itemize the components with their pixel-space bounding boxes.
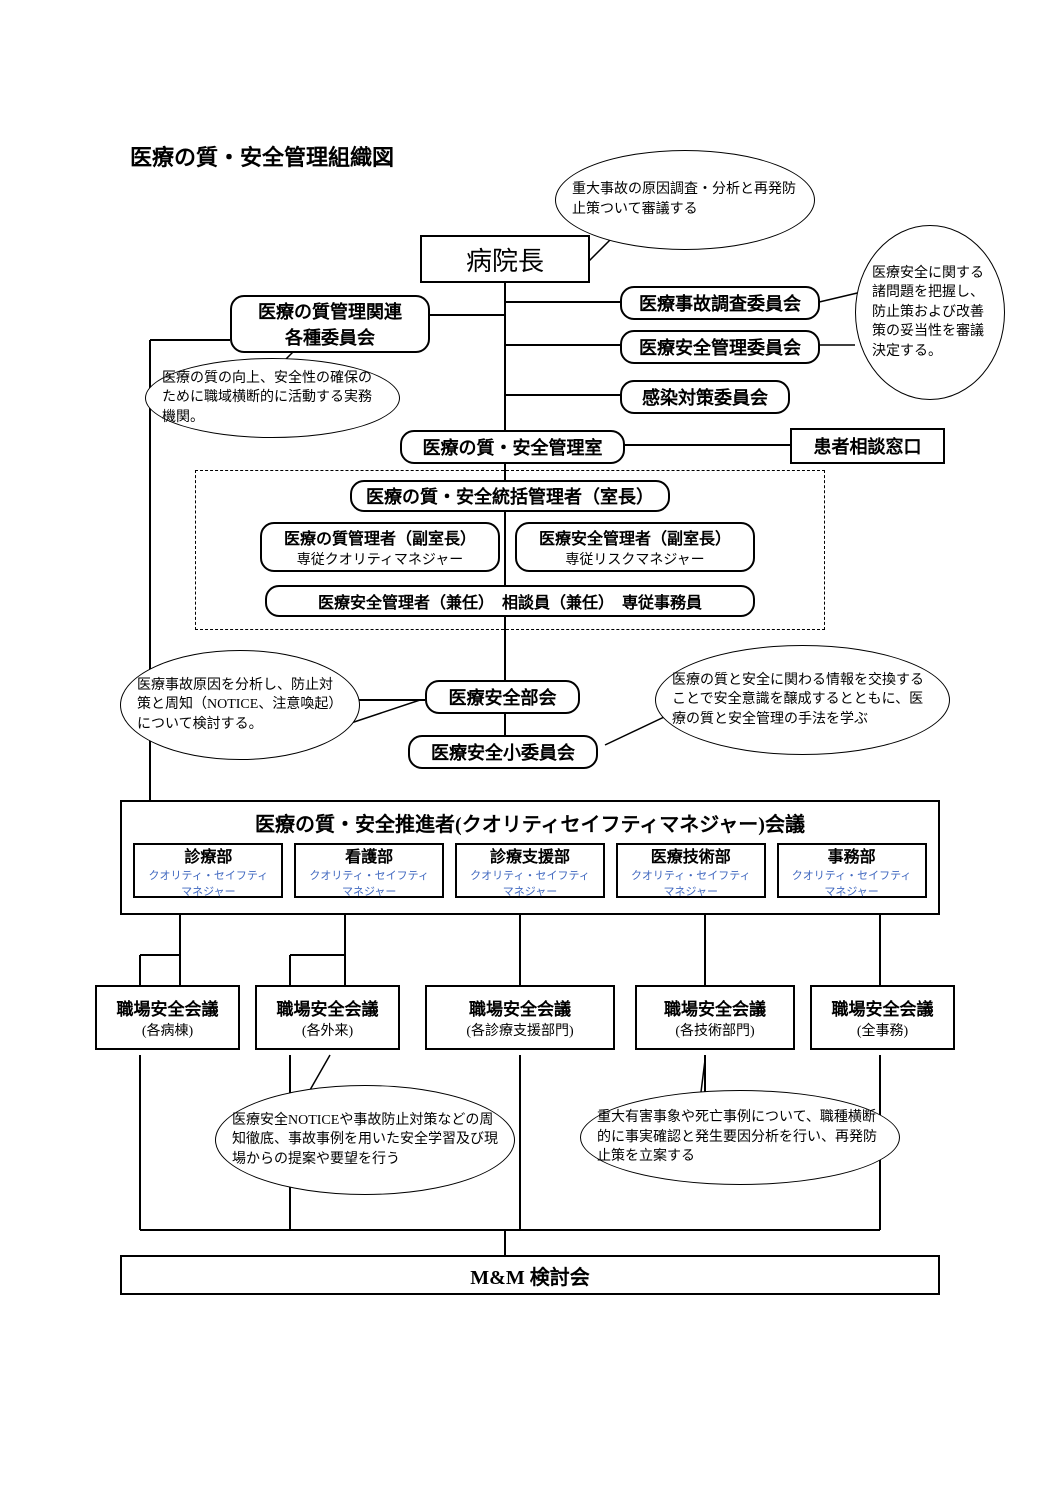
callout-text: 医療事故原因を分析し、防止対策と周知（NOTICE、注意喚起）について検討する。 (137, 676, 343, 735)
label: 医療の質・安全統括管理者（室長） (366, 483, 654, 509)
line2: 専従クオリティマネジャー (297, 549, 463, 569)
name: 医療技術部 (651, 843, 731, 867)
page-title: 医療の質・安全管理組織図 (130, 140, 394, 172)
dept-medical: 診療部 クオリティ・セイフティマネジャー (133, 843, 283, 898)
sub: クオリティ・セイフティマネジャー (467, 867, 593, 899)
sub: クオリティ・セイフティマネジャー (306, 867, 432, 899)
sub: (全事務) (857, 1020, 908, 1040)
node-mm-review: M&M 検討会 (120, 1255, 940, 1295)
line1: 医療安全管理者（副室長） (539, 525, 731, 549)
dept-admin: 事務部 クオリティ・セイフティマネジャー (777, 843, 927, 898)
callout-practical-org: 医療の質の向上、安全性の確保のために職域横断的に活動する実務機関。 (145, 358, 400, 438)
workplace-support: 職場安全会議 (各診療支援部門) (425, 985, 615, 1050)
node-general-manager: 医療の質・安全統括管理者（室長） (350, 480, 670, 512)
dept-support: 診療支援部 クオリティ・セイフティマネジャー (455, 843, 605, 898)
node-concurrent-staff: 医療安全管理者（兼任） 相談員（兼任） 専従事務員 (265, 585, 755, 617)
name: 職場安全会議 (277, 995, 379, 1020)
node-quality-committees: 医療の質管理関連 各種委員会 (230, 295, 430, 353)
label: 患者相談窓口 (814, 433, 922, 459)
callout-notice-learning: 医療安全NOTICEや事故防止対策などの周知徹底、事故事例を用いた安全学習及び現… (215, 1085, 515, 1195)
line2: 専従リスクマネジャー (565, 549, 704, 569)
name: 職場安全会議 (469, 995, 571, 1020)
name: 職場安全会議 (117, 995, 219, 1020)
label: 医療安全小委員会 (431, 739, 575, 765)
node-safety-manager: 医療安全管理者（副室長） 専従リスクマネジャー (515, 522, 755, 572)
node-patient-window: 患者相談窓口 (790, 428, 945, 464)
sub: (各病棟) (142, 1020, 193, 1040)
sub: (各外来) (302, 1020, 353, 1040)
label: 医療事故調査委員会 (639, 290, 801, 316)
name: 診療支援部 (490, 843, 570, 867)
callout-text: 医療安全NOTICEや事故防止対策などの周知徹底、事故事例を用いた安全学習及び現… (232, 1111, 498, 1170)
node-safety-subcommittee: 医療安全部会 (425, 680, 580, 714)
name: 職場安全会議 (832, 995, 934, 1020)
workplace-outpatient: 職場安全会議 (各外来) (255, 985, 400, 1050)
workplace-tech: 職場安全会議 (各技術部門) (635, 985, 795, 1050)
callout-text: 医療の質の向上、安全性の確保のために職域横断的に活動する実務機関。 (162, 369, 383, 428)
line2: 各種委員会 (285, 324, 375, 350)
callout-mm: 重大有害事象や死亡事例について、職種横断的に事実確認と発生要因分析を行い、再発防… (580, 1090, 900, 1185)
sub: (各診療支援部門) (466, 1020, 573, 1040)
name: 診療部 (184, 843, 232, 867)
node-safety-small-committee: 医療安全小委員会 (408, 735, 598, 769)
sub: クオリティ・セイフティマネジャー (145, 867, 271, 899)
label: M&M 検討会 (470, 1261, 589, 1290)
label: 医療安全部会 (449, 684, 557, 710)
name: 職場安全会議 (664, 995, 766, 1020)
node-infection-committee: 感染対策委員会 (620, 380, 790, 414)
sub: (各技術部門) (675, 1020, 754, 1040)
callout-accident-analysis: 医療事故原因を分析し、防止対策と周知（NOTICE、注意喚起）について検討する。 (120, 650, 360, 760)
label: 病院長 (466, 241, 544, 278)
dept-tech: 医療技術部 クオリティ・セイフティマネジャー (616, 843, 766, 898)
node-hospital-director: 病院長 (420, 235, 590, 283)
node-quality-safety-office: 医療の質・安全管理室 (400, 430, 625, 464)
node-quality-manager: 医療の質管理者（副室長） 専従クオリティマネジャー (260, 522, 500, 572)
node-accident-investigation: 医療事故調査委員会 (620, 286, 820, 320)
line1: 医療の質管理者（副室長） (284, 525, 476, 549)
label: 医療の質・安全管理室 (423, 434, 603, 460)
callout-info-exchange: 医療の質と安全に関わる情報を交換することで安全意識を醸成するとともに、医療の質と… (655, 645, 950, 755)
callout-safety-issues: 医療安全に関する諸問題を把握し、防止策および改善策の妥当性を審議決定する。 (855, 225, 1005, 400)
callout-text: 重大事故の原因調査・分析と再発防止策ついて審議する (572, 180, 798, 219)
callout-accident-investigation: 重大事故の原因調査・分析と再発防止策ついて審議する (555, 150, 815, 250)
label: 医療安全管理者（兼任） 相談員（兼任） 専従事務員 (318, 589, 702, 613)
sub: クオリティ・セイフティマネジャー (628, 867, 754, 899)
promoter-title: 医療の質・安全推進者(クオリティセイフティマネジャー)会議 (255, 814, 805, 836)
callout-text: 医療安全に関する諸問題を把握し、防止策および改善策の妥当性を審議決定する。 (872, 264, 988, 362)
callout-text: 医療の質と安全に関わる情報を交換することで安全意識を醸成するとともに、医療の質と… (672, 671, 933, 730)
label: 医療安全管理委員会 (639, 334, 801, 360)
workplace-ward: 職場安全会議 (各病棟) (95, 985, 240, 1050)
callout-text: 重大有害事象や死亡事例について、職種横断的に事実確認と発生要因分析を行い、再発防… (597, 1108, 883, 1167)
name: 事務部 (828, 843, 876, 867)
node-promoter-container: 医療の質・安全推進者(クオリティセイフティマネジャー)会議 診療部 クオリティ・… (120, 800, 940, 915)
name: 看護部 (345, 843, 393, 867)
workplace-admin: 職場安全会議 (全事務) (810, 985, 955, 1050)
label: 感染対策委員会 (642, 384, 768, 410)
dept-nursing: 看護部 クオリティ・セイフティマネジャー (294, 843, 444, 898)
line1: 医療の質管理関連 (258, 298, 402, 324)
sub: クオリティ・セイフティマネジャー (789, 867, 915, 899)
node-safety-management-committee: 医療安全管理委員会 (620, 330, 820, 364)
